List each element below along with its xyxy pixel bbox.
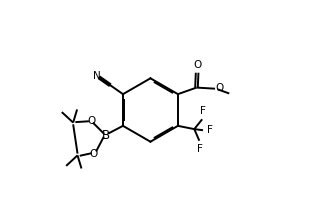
Text: B: B — [102, 129, 110, 142]
Text: F: F — [197, 145, 203, 154]
Text: O: O — [87, 116, 95, 126]
Text: F: F — [200, 106, 206, 116]
Text: N: N — [93, 71, 100, 81]
Text: O: O — [193, 60, 201, 70]
Text: O: O — [216, 83, 224, 93]
Text: F: F — [207, 125, 213, 135]
Text: O: O — [90, 149, 98, 159]
